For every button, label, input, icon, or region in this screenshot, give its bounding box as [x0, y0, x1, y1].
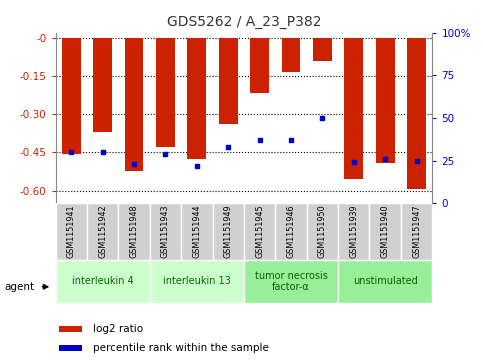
Bar	[156, 38, 175, 147]
Text: interleukin 13: interleukin 13	[163, 276, 231, 286]
Bar	[150, 260, 244, 303]
Point	[256, 137, 264, 143]
Text: GSM1151946: GSM1151946	[286, 205, 296, 258]
Point	[412, 158, 420, 163]
Bar	[213, 203, 244, 260]
Bar	[275, 203, 307, 260]
Bar	[219, 38, 238, 125]
Bar	[118, 203, 150, 260]
Bar	[307, 203, 338, 260]
Point	[350, 159, 357, 165]
Bar	[250, 38, 269, 93]
Text: tumor necrosis
factor-α: tumor necrosis factor-α	[255, 270, 327, 292]
Bar	[62, 38, 81, 154]
Text: unstimulated: unstimulated	[353, 276, 418, 286]
Bar	[369, 203, 401, 260]
Bar	[87, 203, 118, 260]
Text: interleukin 4: interleukin 4	[72, 276, 133, 286]
Point	[161, 151, 170, 157]
Text: GSM1151949: GSM1151949	[224, 205, 233, 258]
Text: log2 ratio: log2 ratio	[93, 324, 143, 334]
Text: GSM1151948: GSM1151948	[129, 205, 139, 258]
Point	[193, 163, 201, 169]
Text: agent: agent	[5, 282, 35, 292]
Text: GSM1151947: GSM1151947	[412, 205, 421, 258]
Text: GSM1151944: GSM1151944	[192, 205, 201, 258]
Point	[68, 149, 75, 155]
Bar	[407, 38, 426, 189]
Bar	[344, 38, 363, 179]
Text: GSM1151945: GSM1151945	[255, 205, 264, 258]
Text: GSM1151950: GSM1151950	[318, 205, 327, 258]
Point	[287, 137, 295, 143]
Title: GDS5262 / A_23_P382: GDS5262 / A_23_P382	[167, 15, 321, 29]
Bar	[56, 260, 150, 303]
Text: percentile rank within the sample: percentile rank within the sample	[93, 343, 269, 352]
Bar	[313, 38, 332, 61]
Bar	[93, 38, 112, 132]
Bar	[338, 203, 369, 260]
Point	[130, 161, 138, 167]
Bar	[338, 260, 432, 303]
Text: GSM1151940: GSM1151940	[381, 205, 390, 258]
Bar	[282, 38, 300, 72]
Bar	[244, 203, 275, 260]
Point	[382, 156, 389, 162]
Text: GSM1151943: GSM1151943	[161, 205, 170, 258]
Bar	[59, 345, 82, 351]
Bar	[59, 326, 82, 332]
Bar	[150, 203, 181, 260]
Bar	[244, 260, 338, 303]
Bar	[187, 38, 206, 159]
Text: GSM1151939: GSM1151939	[349, 205, 358, 258]
Point	[224, 144, 232, 150]
Bar	[181, 203, 213, 260]
Point	[99, 149, 107, 155]
Bar	[125, 38, 143, 171]
Bar	[401, 203, 432, 260]
Bar	[56, 203, 87, 260]
Text: GSM1151941: GSM1151941	[67, 205, 76, 258]
Bar	[376, 38, 395, 163]
Point	[319, 115, 327, 121]
Text: GSM1151942: GSM1151942	[98, 205, 107, 258]
